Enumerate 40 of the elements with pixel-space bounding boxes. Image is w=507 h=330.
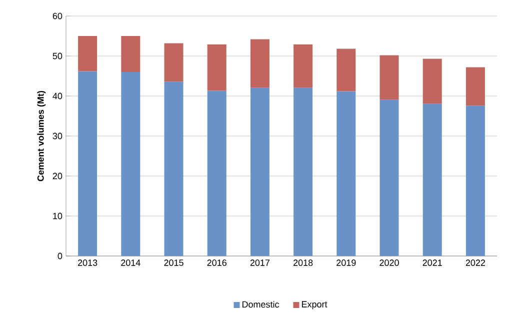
- bar: [250, 88, 270, 256]
- x-tick-label: 2022: [466, 260, 485, 266]
- y-tick-label: 40: [52, 92, 62, 100]
- bar: [466, 106, 485, 256]
- bar: [78, 71, 98, 256]
- x-tick-label: 2018: [293, 260, 313, 266]
- bar: [164, 43, 184, 82]
- x-tick-label: 2020: [380, 260, 399, 266]
- bar: [336, 91, 356, 256]
- x-tick-label: 2019: [336, 260, 356, 266]
- legend-label: Export: [302, 301, 328, 310]
- bar: [294, 88, 313, 256]
- legend-label: Domestic: [242, 300, 280, 308]
- bar: [422, 58, 442, 104]
- bar: [164, 82, 184, 256]
- bar: [121, 72, 140, 256]
- bar: [207, 90, 226, 256]
- bar: [380, 100, 399, 256]
- y-tick-label: 20: [52, 172, 62, 180]
- y-tick-label: 10: [53, 212, 62, 220]
- bar: [422, 104, 442, 256]
- x-tick-label: 2014: [121, 260, 140, 266]
- x-tick-label: 2017: [250, 260, 270, 266]
- x-tick-label: 2016: [207, 260, 226, 266]
- bar: [336, 48, 356, 92]
- y-tick-label: 0: [58, 252, 62, 260]
- bar: [207, 44, 226, 91]
- bar: [380, 55, 399, 100]
- bar: [466, 67, 485, 106]
- bar: [250, 39, 270, 88]
- x-tick-label: 2015: [164, 260, 184, 266]
- y-axis-title: Cement volumes (Mt): [37, 90, 46, 182]
- bar: [294, 44, 313, 88]
- y-tick-label: 50: [52, 52, 62, 60]
- bar: [78, 36, 98, 72]
- x-tick-label: 2021: [422, 260, 442, 266]
- x-tick-label: 2013: [78, 260, 98, 266]
- y-tick-label: 60: [52, 12, 62, 20]
- bar: [121, 36, 140, 72]
- y-tick-label: 30: [52, 132, 62, 140]
